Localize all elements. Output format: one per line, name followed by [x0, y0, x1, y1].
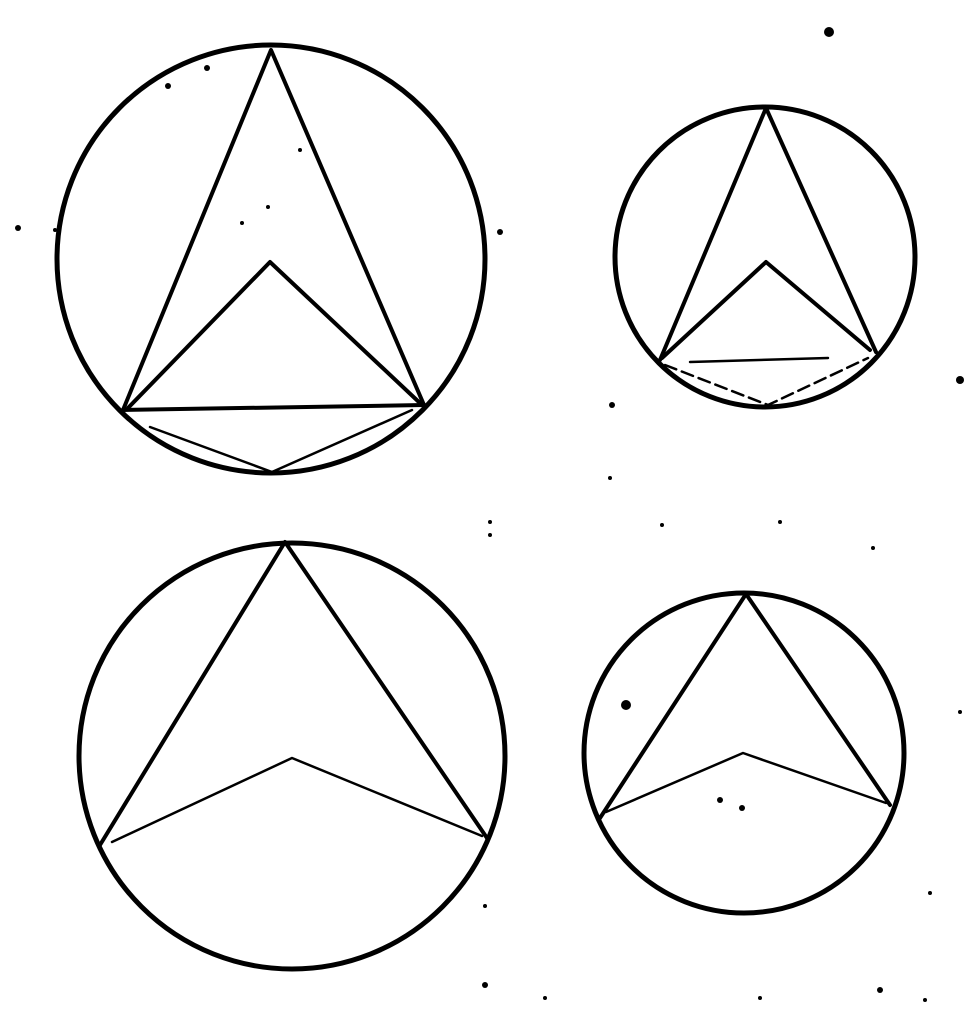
figure-top-left: [54, 42, 488, 476]
base-chord: [121, 403, 426, 412]
figure-bottom-left: [76, 540, 508, 972]
isosceles-triangle: [98, 540, 489, 847]
base-chord: [688, 356, 830, 364]
lower-vertex-lines: [148, 408, 414, 474]
isosceles-triangle: [658, 106, 878, 362]
figure-top-right: [612, 104, 918, 410]
circle: [54, 42, 488, 476]
isosceles-triangle: [598, 592, 892, 820]
isosceles-triangle: [121, 48, 426, 412]
lower-vertex-lines: [663, 356, 870, 407]
inner-vertex-lines: [660, 260, 872, 360]
scan-specks: [15, 27, 964, 1002]
circle: [612, 104, 918, 410]
circle: [581, 590, 907, 916]
figure-bottom-right: [581, 590, 907, 916]
inner-vertex-lines: [604, 751, 888, 814]
circle: [76, 540, 508, 972]
inner-vertex-lines: [110, 756, 484, 844]
inner-vertex-lines: [126, 260, 423, 410]
